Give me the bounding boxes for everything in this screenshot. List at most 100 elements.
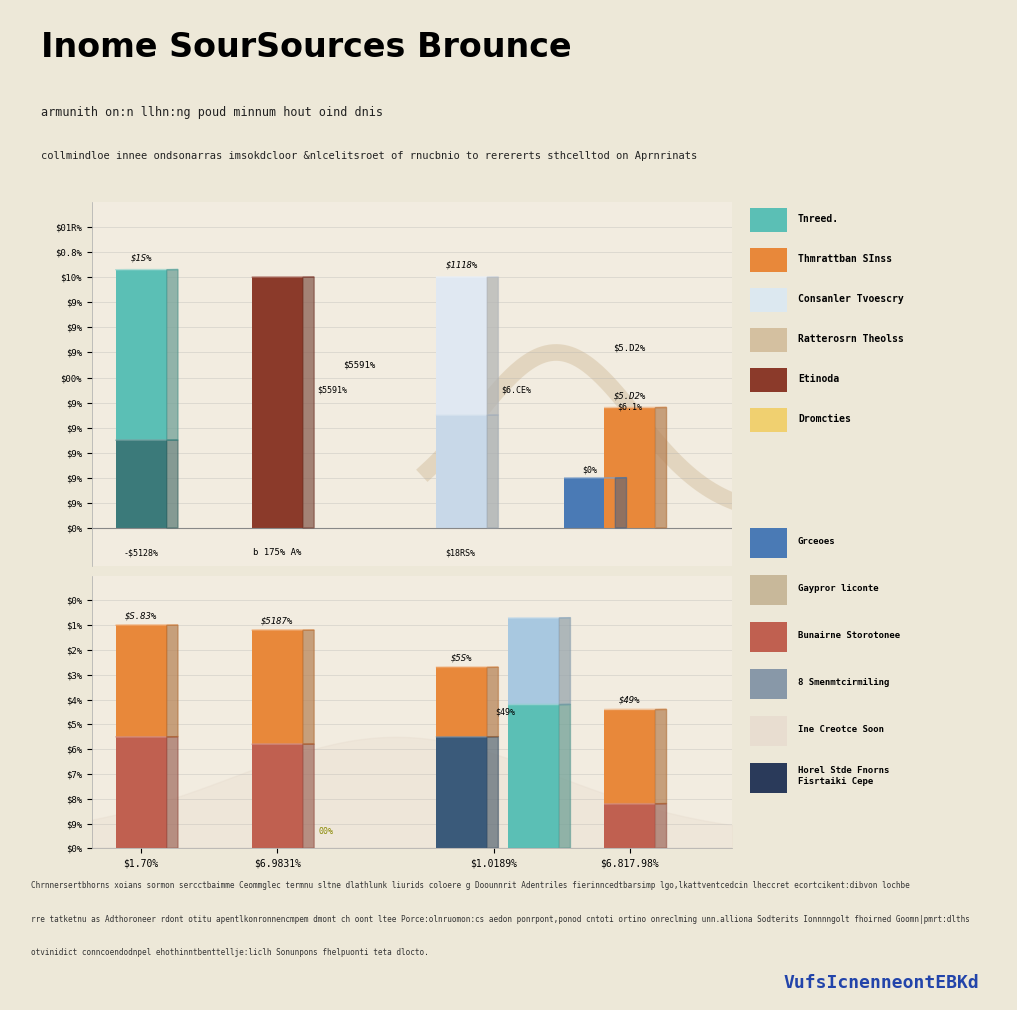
Bar	[447, 415, 498, 528]
Polygon shape	[167, 625, 178, 737]
Polygon shape	[487, 736, 498, 848]
Polygon shape	[655, 407, 666, 528]
Bar	[127, 270, 178, 440]
FancyBboxPatch shape	[751, 621, 787, 652]
Text: Tnreed.: Tnreed.	[798, 214, 839, 224]
Text: 8 Smenmtcirmiling: 8 Smenmtcirmiling	[798, 678, 889, 687]
Text: VufsIcnenneontEBKd: VufsIcnenneontEBKd	[783, 974, 978, 992]
Bar	[447, 668, 498, 737]
Text: -$5128%: -$5128%	[124, 548, 159, 558]
Bar	[263, 278, 314, 528]
Text: $0%: $0%	[582, 466, 597, 475]
Bar	[564, 478, 615, 528]
Bar	[447, 737, 498, 848]
Bar	[508, 705, 559, 848]
Bar	[116, 270, 167, 440]
Polygon shape	[559, 618, 571, 705]
Text: Ine Creotce Soon: Ine Creotce Soon	[798, 725, 884, 733]
FancyBboxPatch shape	[751, 763, 787, 793]
Text: $5591%: $5591%	[343, 361, 375, 370]
FancyBboxPatch shape	[751, 328, 787, 352]
Bar	[263, 630, 314, 744]
Polygon shape	[559, 704, 571, 848]
Bar	[436, 277, 487, 415]
Text: Gaypror liconte: Gaypror liconte	[798, 584, 879, 593]
FancyBboxPatch shape	[751, 408, 787, 432]
Bar	[615, 408, 666, 528]
Bar	[127, 440, 178, 528]
Polygon shape	[303, 277, 314, 528]
Bar	[263, 744, 314, 848]
Polygon shape	[655, 804, 666, 848]
Polygon shape	[615, 478, 626, 528]
Bar	[604, 710, 655, 804]
Bar	[604, 408, 655, 528]
Text: 00%: 00%	[319, 827, 334, 836]
FancyBboxPatch shape	[751, 669, 787, 699]
Text: $49%: $49%	[619, 696, 641, 705]
FancyBboxPatch shape	[751, 368, 787, 392]
Text: Bunairne Storotonee: Bunairne Storotonee	[798, 631, 900, 639]
Polygon shape	[487, 415, 498, 528]
FancyBboxPatch shape	[751, 527, 787, 558]
FancyBboxPatch shape	[751, 715, 787, 745]
Text: $1S%: $1S%	[130, 254, 152, 263]
Bar	[116, 625, 167, 737]
Bar	[127, 625, 178, 737]
Bar	[520, 705, 571, 848]
Bar	[436, 415, 487, 528]
Text: $1118%: $1118%	[445, 261, 478, 270]
Text: Ratterosrn Theolss: Ratterosrn Theolss	[798, 334, 904, 344]
Bar	[576, 478, 626, 528]
Bar	[436, 668, 487, 737]
Text: Etinoda: Etinoda	[798, 374, 839, 384]
FancyBboxPatch shape	[751, 575, 787, 605]
Polygon shape	[167, 270, 178, 440]
Bar	[116, 737, 167, 848]
Text: Consanler Tvoescry: Consanler Tvoescry	[798, 294, 904, 304]
Text: Thmrattban SInss: Thmrattban SInss	[798, 254, 892, 264]
Text: b 175% A%: b 175% A%	[253, 548, 301, 558]
Polygon shape	[167, 440, 178, 528]
FancyBboxPatch shape	[751, 288, 787, 312]
FancyBboxPatch shape	[751, 248, 787, 273]
Bar	[520, 618, 571, 705]
Text: $5187%: $5187%	[261, 616, 294, 625]
Text: Inome SourSources Brounce: Inome SourSources Brounce	[41, 30, 572, 64]
Polygon shape	[487, 277, 498, 415]
Text: $5.D2%: $5.D2%	[613, 343, 646, 352]
Polygon shape	[655, 709, 666, 804]
Bar	[127, 737, 178, 848]
Text: Dromcties: Dromcties	[798, 414, 851, 424]
Bar	[252, 630, 303, 744]
Bar	[604, 804, 655, 848]
Text: collmindloe innee ondsonarras imsokdcloor &nlcelitsroet of rnucbnio to rerererts: collmindloe innee ondsonarras imsokdcloo…	[41, 150, 697, 161]
Polygon shape	[303, 744, 314, 848]
Text: rre tatketnu as Adthoroneer rdont otitu apentlkonronnencmpem dmont ch oont ltee : rre tatketnu as Adthoroneer rdont otitu …	[31, 915, 969, 923]
Text: Chrnnersertbhorns xoians sormon sercctbaimme Ceommglec termnu sltne dlathlunk li: Chrnnersertbhorns xoians sormon sercctba…	[31, 881, 909, 890]
Polygon shape	[487, 668, 498, 737]
Text: $5.D2%: $5.D2%	[613, 391, 646, 400]
FancyBboxPatch shape	[751, 208, 787, 232]
Text: $S.83%: $S.83%	[125, 611, 158, 620]
Bar	[116, 440, 167, 528]
Bar	[436, 737, 487, 848]
Bar	[615, 710, 666, 804]
Text: $18RS%: $18RS%	[445, 548, 475, 558]
Text: $6.1%: $6.1%	[617, 403, 642, 412]
Bar	[447, 278, 498, 415]
Text: Horel Stde Fnorns
Fisrtaiki Cepe: Horel Stde Fnorns Fisrtaiki Cepe	[798, 767, 889, 786]
Bar	[508, 618, 559, 705]
Bar	[252, 277, 303, 528]
Text: Grceoes: Grceoes	[798, 537, 836, 545]
Text: armunith on:n llhn:ng poud minnum hout oind dnis: armunith on:n llhn:ng poud minnum hout o…	[41, 106, 382, 119]
Polygon shape	[303, 630, 314, 744]
Bar	[252, 744, 303, 848]
Text: $5S%: $5S%	[451, 653, 472, 663]
Text: otvinidict conncoendodnpel ehothinntbenttellje:liclh Sonunpons fhelpuonti teta d: otvinidict conncoendodnpel ehothinntbent…	[31, 947, 428, 956]
Text: $49%: $49%	[495, 708, 516, 716]
Text: $5591%: $5591%	[317, 386, 348, 395]
Bar	[615, 804, 666, 848]
Polygon shape	[167, 736, 178, 848]
Text: $6.CE%: $6.CE%	[501, 386, 532, 395]
